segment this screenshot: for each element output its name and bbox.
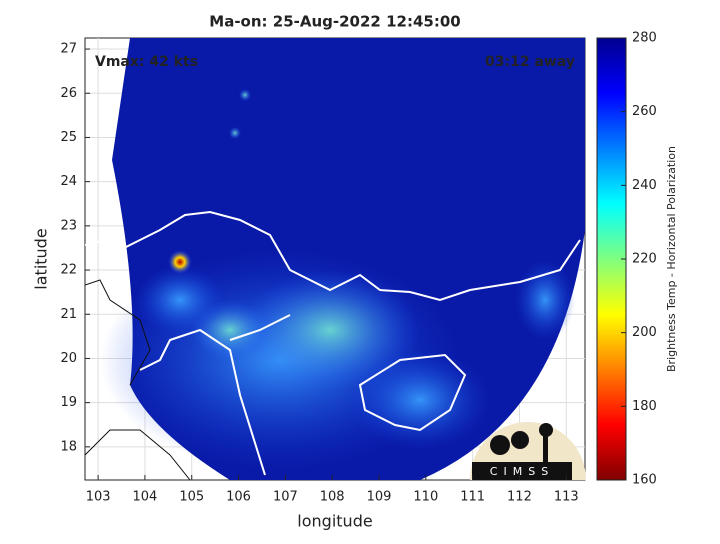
colorbar-tick-label: 160 [632, 473, 657, 488]
x-axis-label: longitude [297, 512, 372, 531]
x-tick-label: 109 [367, 490, 392, 505]
x-tick-label: 112 [507, 490, 532, 505]
colorbar-tick-label: 240 [632, 178, 657, 193]
y-tick-label: 25 [60, 130, 77, 145]
colorbar-tick-label: 280 [632, 31, 657, 46]
x-tick-label: 103 [86, 490, 111, 505]
vmax-label: Vmax: 42 kts [95, 54, 198, 70]
y-tick-label: 18 [60, 439, 77, 454]
y-tick-label: 21 [60, 307, 77, 322]
y-tick-label: 26 [60, 86, 77, 101]
x-tick-label: 106 [226, 490, 251, 505]
colorbar-tick-label: 260 [632, 104, 657, 119]
x-tick-label: 111 [460, 490, 485, 505]
time-away-label: 03:12 away [485, 54, 575, 70]
y-tick-label: 22 [60, 263, 77, 278]
swath [85, 38, 585, 480]
logo: CIMSS [470, 422, 586, 480]
chart-title: Ma-on: 25-Aug-2022 12:45:00 [209, 13, 460, 31]
logo-text: CIMSS [490, 465, 554, 478]
colorbar-label: Brightness Temp - Horizontal Polarizatio… [665, 146, 678, 372]
colorbar-tick-label: 220 [632, 252, 657, 267]
y-tick-label: 24 [60, 174, 77, 189]
x-tick-label: 108 [320, 490, 345, 505]
y-axis-label: latitude [32, 228, 51, 289]
x-tick-label: 113 [554, 490, 579, 505]
y-tick-label: 27 [60, 42, 77, 57]
colorbar-tick-label: 180 [632, 399, 657, 414]
y-tick-label: 19 [60, 395, 77, 410]
colorbar-tick-label: 200 [632, 325, 657, 340]
x-tick-label: 104 [133, 490, 158, 505]
x-tick-label: 110 [413, 490, 438, 505]
x-tick-label: 107 [273, 490, 298, 505]
x-tick-label: 105 [179, 490, 204, 505]
y-tick-label: 20 [60, 351, 77, 366]
y-tick-label: 23 [60, 218, 77, 233]
